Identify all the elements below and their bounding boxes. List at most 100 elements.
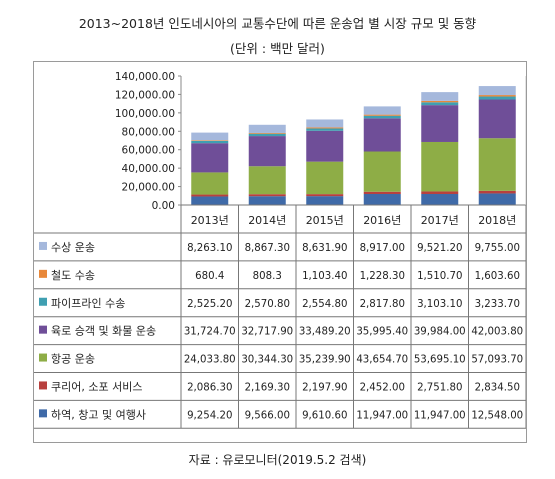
bar-segment	[191, 172, 229, 195]
y-tick-label: 120,000.00	[115, 89, 175, 101]
data-label: 3,103.10	[417, 299, 462, 310]
stacked-bar-chart: 140,000.00 120,000.00 100,000.00 80,000.00 6…	[34, 71, 526, 429]
bar-segment	[248, 124, 286, 133]
data-label: 9,755.00	[475, 243, 520, 254]
data-label: 8,917.00	[360, 243, 405, 254]
bar-segment	[421, 193, 459, 205]
legend-key	[39, 297, 47, 306]
chart-subtitle: (단위 : 백만 달러)	[230, 41, 325, 56]
bar-segment	[363, 193, 401, 205]
bar-segment	[478, 95, 516, 97]
bar-segment	[306, 128, 344, 131]
data-label: 1,103.40	[302, 271, 347, 282]
bar-segment	[363, 191, 401, 194]
bar-segment	[421, 100, 459, 103]
bar-segment	[248, 196, 286, 205]
data-label: 2,834.50	[475, 382, 520, 393]
bar-segment	[363, 118, 401, 152]
data-label: 57,093.70	[471, 355, 523, 366]
chart-frame: 140,000.00 120,000.00 100,000.00 80,000.00 6…	[33, 61, 527, 443]
legend-key	[39, 353, 47, 362]
y-tick-label: 140,000.00	[115, 71, 175, 83]
bar-segment	[421, 141, 459, 192]
y-tick-label: 20,000.00	[122, 182, 175, 194]
bar-segment	[478, 138, 516, 191]
data-label: 1,510.70	[417, 271, 462, 282]
legend-label: 하역, 창고 및 여행사	[51, 407, 146, 421]
category-label: 2018년	[478, 214, 516, 227]
bar-segment	[306, 196, 344, 205]
category-label: 2017년	[421, 214, 459, 227]
bar-segment	[421, 102, 459, 106]
legend-label: 철도 수송	[51, 269, 95, 282]
data-label: 53,695.10	[414, 355, 466, 366]
data-label: 2,817.80	[360, 299, 405, 310]
bar-segment	[191, 132, 229, 141]
bar-segment	[191, 140, 229, 141]
legend-key	[39, 269, 47, 278]
y-tick-label: 40,000.00	[122, 163, 175, 175]
bar-segment	[306, 130, 344, 162]
data-label: 2,554.80	[302, 299, 347, 310]
data-label: 1,603.60	[475, 271, 520, 282]
data-label: 8,867.30	[245, 243, 290, 254]
legend-label: 수상 운송	[51, 241, 95, 254]
data-label: 2,169.30	[245, 382, 290, 393]
data-label: 2,086.30	[187, 382, 232, 393]
chart-title: 2013~2018년 인도네시아의 교통수단에 따른 운송업 별 시장 규모 및…	[78, 16, 477, 31]
bar-segment	[478, 86, 516, 96]
data-label: 31,724.70	[184, 327, 236, 338]
data-label: 680.4	[195, 271, 224, 282]
bar-segment	[191, 196, 229, 205]
legend-label: 파이프라인 수송	[51, 297, 125, 310]
data-label: 9,610.60	[302, 410, 347, 421]
category-label: 2013년	[191, 214, 229, 227]
legend-label: 쿠리어, 소포 서비스	[51, 380, 142, 393]
data-label: 2,197.90	[302, 382, 347, 393]
source-note: 자료 : 유로모니터(2019.5.2 검색)	[188, 453, 367, 467]
bar-segment	[191, 194, 229, 197]
category-label: 2014년	[248, 214, 286, 227]
bar-segment	[306, 127, 344, 129]
bar-segment	[306, 194, 344, 197]
bar-segment	[306, 119, 344, 128]
bar-segment	[248, 133, 286, 137]
bar-segment	[421, 92, 459, 101]
bar-segment	[191, 140, 229, 144]
legend-key	[39, 241, 47, 250]
data-label: 2,570.80	[245, 299, 290, 310]
bar-segment	[248, 136, 286, 167]
data-label: 8,263.10	[187, 243, 232, 254]
bar-segment	[248, 132, 286, 134]
data-label: 43,654.70	[356, 355, 408, 366]
bar-segment	[306, 161, 344, 195]
bar-segment	[363, 106, 401, 115]
data-label: 2,525.20	[187, 299, 232, 310]
data-label: 42,003.80	[471, 327, 523, 338]
data-label: 8,631.90	[302, 243, 347, 254]
y-tick-label: 80,000.00	[122, 126, 175, 138]
data-label: 33,489.20	[299, 327, 351, 338]
data-label: 9,521.20	[417, 243, 462, 254]
category-label: 2016년	[363, 214, 401, 227]
bar-segment	[363, 151, 401, 192]
data-label: 12,548.00	[471, 410, 523, 421]
data-label: 9,566.00	[245, 410, 290, 421]
data-label: 3,233.70	[475, 299, 520, 310]
legend-label: 육로 승객 및 화물 운송	[51, 325, 156, 338]
legend-label: 항공 운송	[51, 353, 95, 366]
data-label: 30,344.30	[241, 355, 293, 366]
bar-segment	[478, 99, 516, 139]
bar-segment	[421, 105, 459, 142]
data-label: 11,947.00	[414, 410, 466, 421]
data-label: 35,995.40	[356, 327, 408, 338]
legend-key	[39, 381, 47, 390]
legend-key	[39, 325, 47, 334]
y-tick-label: 100,000.00	[115, 108, 175, 120]
y-tick-label: 60,000.00	[122, 145, 175, 157]
bar-segment	[363, 114, 401, 116]
data-label: 808.3	[253, 271, 282, 282]
bar-segment	[478, 190, 516, 194]
data-label: 2,452.00	[360, 382, 405, 393]
bar-segment	[478, 193, 516, 205]
